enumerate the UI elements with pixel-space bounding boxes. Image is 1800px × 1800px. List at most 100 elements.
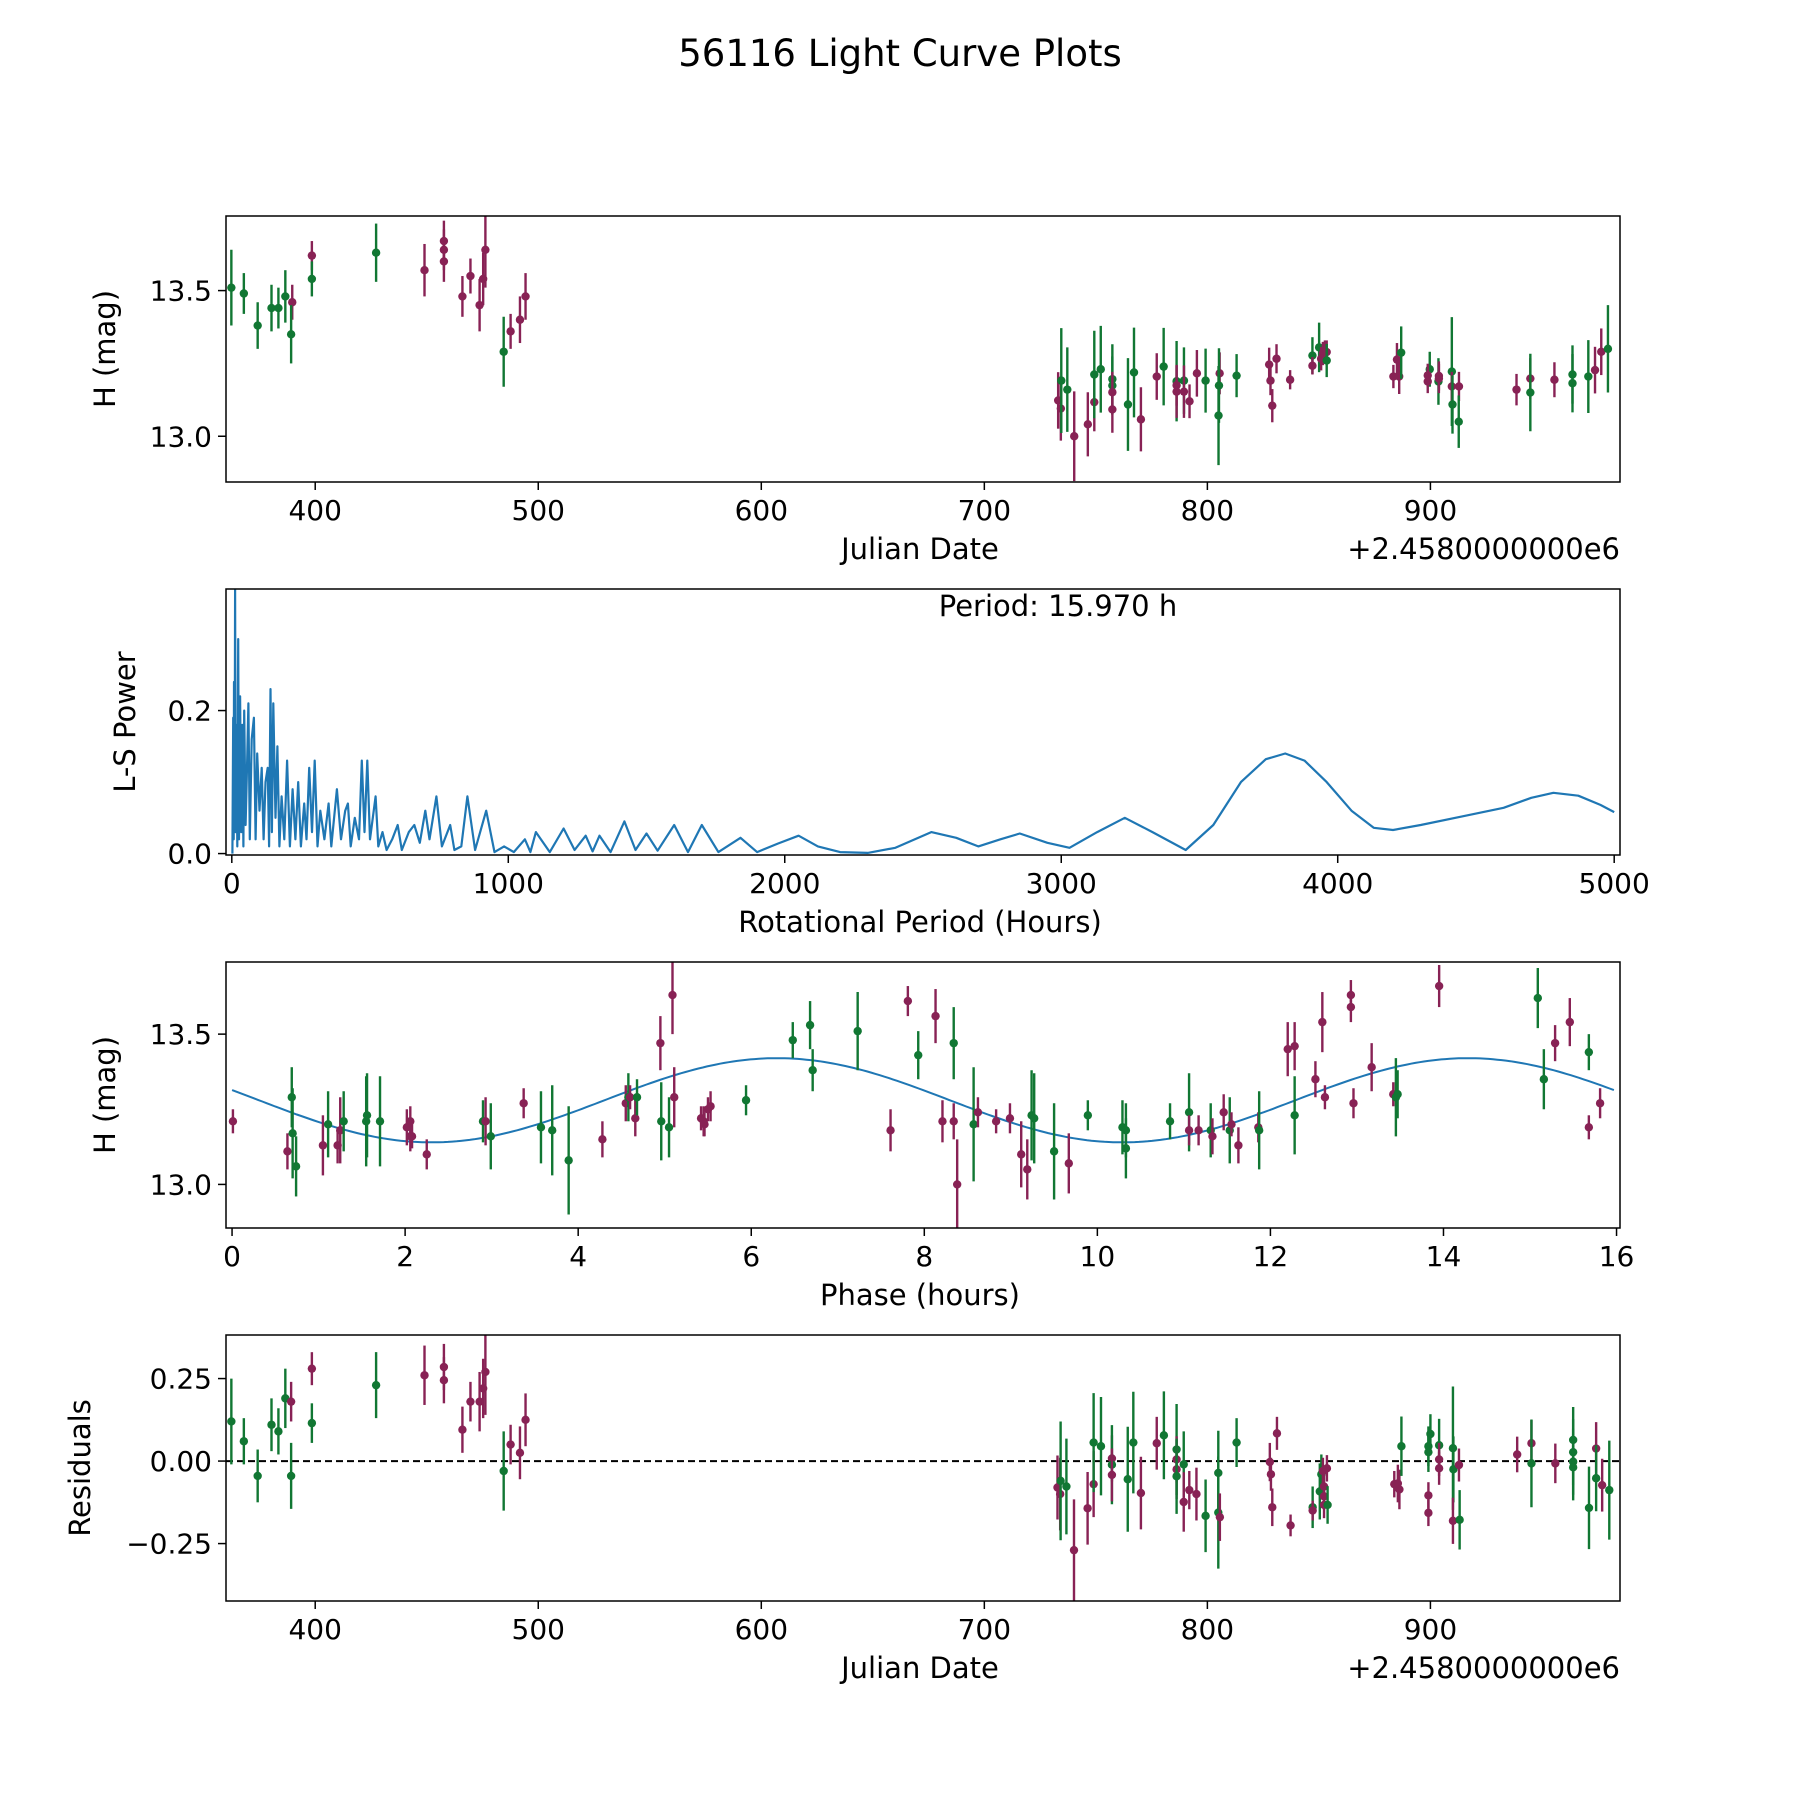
data-point xyxy=(288,1088,297,1179)
data-point xyxy=(286,1442,296,1509)
data-point xyxy=(253,1449,262,1503)
point-marker xyxy=(1448,400,1457,409)
y-tick-label: 0.0 xyxy=(167,838,212,871)
point-marker xyxy=(536,1123,546,1132)
point-marker xyxy=(362,1111,372,1120)
data-point xyxy=(1584,340,1593,413)
data-point xyxy=(952,1139,962,1228)
data-point xyxy=(1454,1448,1464,1482)
data-point xyxy=(1565,998,1575,1047)
data-point xyxy=(227,1378,236,1465)
data-point xyxy=(1448,375,1457,434)
point-marker xyxy=(1424,1491,1433,1500)
data-point xyxy=(371,223,381,282)
periodogram-line xyxy=(231,589,1615,855)
data-point xyxy=(1448,1497,1458,1544)
data-point xyxy=(1286,1514,1295,1537)
point-marker xyxy=(1017,1150,1026,1159)
point-marker xyxy=(1308,351,1317,360)
point-marker xyxy=(1584,1047,1594,1057)
point-marker xyxy=(1159,362,1168,371)
point-marker xyxy=(1029,1114,1039,1123)
data-point xyxy=(1029,1073,1039,1164)
x-axis-label: Julian Date xyxy=(839,532,999,566)
point-marker xyxy=(1179,387,1189,396)
data-point xyxy=(1512,373,1521,406)
point-marker xyxy=(1603,344,1613,354)
point-marker xyxy=(486,1132,495,1141)
point-marker xyxy=(506,1440,515,1449)
data-point xyxy=(267,284,276,332)
point-marker xyxy=(1311,1075,1320,1084)
data-point xyxy=(1215,1493,1225,1541)
point-marker xyxy=(1322,356,1331,365)
point-marker xyxy=(1062,1482,1071,1491)
point-marker xyxy=(1597,347,1606,356)
data-point xyxy=(991,1109,1001,1134)
point-marker xyxy=(1389,372,1398,381)
point-marker xyxy=(336,1126,345,1135)
data-point xyxy=(1568,354,1577,413)
point-marker xyxy=(439,1376,449,1385)
x-tick-label: 12 xyxy=(1253,1240,1289,1273)
data-point xyxy=(1159,327,1168,406)
data-point xyxy=(286,1381,296,1422)
point-marker xyxy=(1448,1516,1458,1526)
data-point xyxy=(1089,1393,1098,1493)
data-point xyxy=(1129,1391,1138,1494)
point-marker xyxy=(1526,388,1535,397)
y-tick-label: 0.2 xyxy=(167,695,212,728)
point-marker xyxy=(1285,375,1295,384)
point-marker xyxy=(1129,368,1139,377)
data-point xyxy=(1107,1448,1117,1502)
data-point xyxy=(886,1109,895,1152)
x-tick-label: 400 xyxy=(288,1613,341,1646)
x-tick-label: 700 xyxy=(958,494,1011,527)
point-marker xyxy=(1090,370,1099,379)
point-marker xyxy=(1194,1126,1203,1135)
x-tick-label: 600 xyxy=(735,1613,788,1646)
data-point xyxy=(458,1406,467,1453)
point-marker xyxy=(1308,361,1317,370)
point-marker xyxy=(1192,1489,1201,1499)
point-marker xyxy=(420,1371,429,1380)
data-point xyxy=(466,1381,475,1422)
point-marker xyxy=(481,1367,490,1377)
point-marker xyxy=(1318,1017,1327,1027)
point-marker xyxy=(1434,981,1444,991)
data-point xyxy=(741,1085,751,1116)
x-tick-label: 800 xyxy=(1181,1613,1234,1646)
point-marker xyxy=(668,990,677,1000)
point-marker xyxy=(973,1108,983,1117)
data-point xyxy=(670,1067,679,1128)
data-point xyxy=(1201,348,1210,413)
point-marker xyxy=(625,1093,635,1102)
y-axis-label: H (mag) xyxy=(88,290,122,408)
point-marker xyxy=(274,303,283,313)
y-tick-label: 0.25 xyxy=(150,1363,212,1396)
point-marker xyxy=(1129,1438,1138,1447)
data-point xyxy=(1290,1022,1299,1071)
point-marker xyxy=(499,1466,508,1476)
data-point xyxy=(1179,1472,1188,1532)
data-point xyxy=(475,1371,484,1432)
point-marker xyxy=(1172,387,1181,396)
point-marker xyxy=(1136,415,1146,424)
y-tick-label: 0.00 xyxy=(150,1445,212,1478)
data-point xyxy=(949,1007,958,1080)
axes-frame xyxy=(225,215,1621,483)
point-marker xyxy=(1096,365,1105,374)
point-marker xyxy=(267,303,276,313)
data-point xyxy=(706,1091,715,1122)
point-marker xyxy=(1454,1460,1464,1470)
data-point xyxy=(1424,1499,1433,1527)
data-point xyxy=(1185,1470,1194,1510)
data-point xyxy=(274,287,283,329)
point-marker xyxy=(1272,354,1281,363)
x-tick-label: 900 xyxy=(1404,1613,1457,1646)
point-marker xyxy=(521,292,530,301)
point-marker xyxy=(1107,1470,1117,1480)
point-marker xyxy=(1152,1439,1161,1448)
data-point xyxy=(949,1103,958,1140)
point-marker xyxy=(1605,1485,1614,1495)
